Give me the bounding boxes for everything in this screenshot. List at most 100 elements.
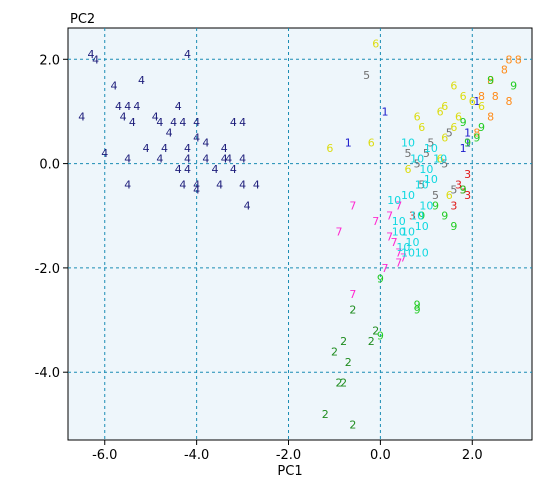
scatter-point-class-4: 4 — [129, 116, 136, 129]
scatter-point-class-4: 4 — [124, 100, 131, 113]
scatter-point-class-5: 5 — [441, 158, 448, 171]
plot-area — [67, 27, 533, 441]
scatter-point-class-5: 5 — [446, 126, 453, 139]
scatter-point-class-7: 7 — [386, 231, 393, 244]
x-tick-label: -4.0 — [184, 448, 209, 463]
scatter-point-class-7: 7 — [400, 251, 407, 264]
scatter-point-class-4: 4 — [212, 163, 219, 176]
scatter-point-class-8: 8 — [506, 53, 513, 66]
scatter-point-class-7: 7 — [336, 225, 343, 238]
scatter-point-class-4: 4 — [92, 53, 99, 66]
scatter-point-class-7: 7 — [372, 215, 379, 228]
scatter-point-class-9: 9 — [418, 210, 425, 223]
scatter-point-class-9: 9 — [460, 116, 467, 129]
scatter-point-class-10: 10 — [392, 225, 406, 238]
scatter-point-class-9: 9 — [478, 121, 485, 134]
scatter-point-class-2: 2 — [340, 377, 347, 390]
scatter-point-class-4: 4 — [221, 142, 228, 155]
scatter-point-class-4: 4 — [221, 152, 228, 165]
scatter-point-class-7: 7 — [381, 262, 388, 275]
scatter-point-class-9: 9 — [414, 298, 421, 311]
y-axis-title: PC2 — [70, 12, 95, 27]
scatter-point-class-1: 1 — [473, 95, 480, 108]
scatter-point-class-6: 6 — [446, 189, 453, 202]
x-tick-label: 0.0 — [370, 448, 391, 463]
scatter-point-class-4: 4 — [156, 116, 163, 129]
scatter-point-class-10: 10 — [392, 215, 406, 228]
scatter-point-class-4: 4 — [184, 48, 191, 61]
x-tick-label: -6.0 — [92, 448, 117, 463]
scatter-point-class-10: 10 — [433, 152, 447, 165]
scatter-point-class-5: 5 — [414, 158, 421, 171]
scatter-point-class-4: 4 — [175, 163, 182, 176]
y-axis-ticks: -4.0 -2.0 0.0 2.0 — [35, 53, 68, 381]
scatter-point-class-7: 7 — [395, 257, 402, 270]
scatter-point-class-7: 7 — [349, 288, 356, 301]
scatter-point-class-2: 2 — [349, 418, 356, 431]
scatter-point-class-4: 4 — [193, 132, 200, 145]
scatter-point-class-8: 8 — [478, 90, 485, 103]
scatter-point-class-4: 4 — [101, 147, 108, 160]
scatter-point-class-10: 10 — [387, 194, 401, 207]
scatter-point-class-10: 10 — [401, 137, 415, 150]
scatter-point-class-4: 4 — [87, 48, 94, 61]
scatter-point-class-6: 6 — [414, 111, 421, 124]
scatter-point-class-8: 8 — [487, 111, 494, 124]
scatter-point-class-10: 10 — [415, 220, 429, 233]
y-tick-label: 2.0 — [39, 53, 60, 68]
scatter-point-class-4: 4 — [239, 152, 246, 165]
scatter-point-class-10: 10 — [424, 142, 438, 155]
scatter-point-class-4: 4 — [193, 184, 200, 197]
scatter-point-class-2: 2 — [345, 356, 352, 369]
scatter-point-class-4: 4 — [124, 178, 131, 191]
scatter-point-class-10: 10 — [401, 246, 415, 259]
scatter-point-class-9: 9 — [414, 304, 421, 317]
scatter-point-class-4: 4 — [216, 178, 223, 191]
scatter-point-class-6: 6 — [478, 100, 485, 113]
scatter-point-class-4: 4 — [225, 152, 232, 165]
scatter-point-class-6: 6 — [469, 95, 476, 108]
scatter-point-class-10: 10 — [406, 236, 420, 249]
scatter-point-class-4: 4 — [166, 126, 173, 139]
scatter-point-class-4: 4 — [179, 116, 186, 129]
scatter-point-class-4: 4 — [184, 163, 191, 176]
scatter-point-class-3: 3 — [450, 199, 457, 212]
scatter-point-class-6: 6 — [460, 90, 467, 103]
scatter-point-class-4: 4 — [120, 111, 127, 124]
scatter-point-class-10: 10 — [424, 173, 438, 186]
scatter-point-class-4: 4 — [161, 142, 168, 155]
scatter-point-class-4: 4 — [179, 178, 186, 191]
scatter-point-class-6: 6 — [437, 105, 444, 118]
scatter-point-class-10: 10 — [415, 178, 429, 191]
scatter-point-class-4: 4 — [138, 74, 145, 87]
scatter-point-class-4: 4 — [253, 178, 260, 191]
scatter-point-class-8: 8 — [515, 53, 522, 66]
scatter-point-class-10: 10 — [419, 199, 433, 212]
scatter-point-class-8: 8 — [501, 64, 508, 77]
scatter-point-class-2: 2 — [331, 345, 338, 358]
scatter-point-class-1: 1 — [464, 126, 471, 139]
scatter-point-class-6: 6 — [441, 132, 448, 145]
scatter-point-class-6: 6 — [326, 142, 333, 155]
y-tick-label: 0.0 — [39, 158, 60, 173]
scatter-point-class-10: 10 — [410, 210, 424, 223]
scatter-point-class-4: 4 — [143, 142, 150, 155]
scatter-point-class-5: 5 — [432, 189, 439, 202]
x-axis-ticks: -6.0 -4.0 -2.0 0.0 2.0 — [92, 440, 483, 463]
scatter-point-class-7: 7 — [349, 199, 356, 212]
scatter-point-class-3: 3 — [464, 189, 471, 202]
scatter-point-class-6: 6 — [372, 38, 379, 51]
scatter-point-class-4: 4 — [175, 100, 182, 113]
scatter-point-class-5: 5 — [450, 184, 457, 197]
scatter-point-class-4: 4 — [184, 152, 191, 165]
x-tick-label: -2.0 — [276, 448, 301, 463]
scatter-point-class-9: 9 — [432, 199, 439, 212]
y-tick-label: -2.0 — [35, 262, 60, 277]
scatter-point-class-2: 2 — [322, 408, 329, 421]
scatter-point-class-5: 5 — [363, 69, 370, 82]
scatter-point-class-4: 4 — [244, 199, 251, 212]
scatter-point-class-9: 9 — [377, 330, 384, 343]
scatter-point-class-9: 9 — [473, 132, 480, 145]
scatter-point-class-4: 4 — [230, 163, 237, 176]
